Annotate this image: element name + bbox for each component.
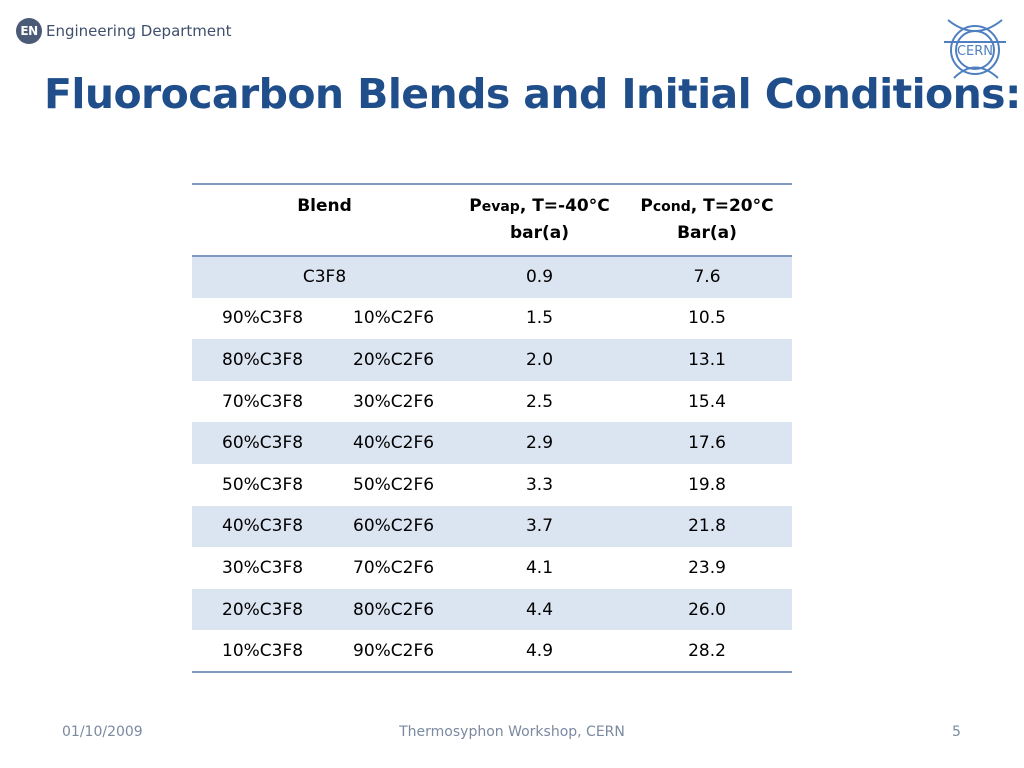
cell-pcond: 13.1: [688, 349, 726, 370]
cell-pcond: 10.5: [688, 308, 726, 329]
cell-c3f8: 20%C3F8: [222, 599, 304, 620]
cell-pevap: 4.4: [525, 599, 554, 620]
header-pcond: Pcond, T=20°C Bar(a): [640, 196, 774, 243]
header-blend: Blend: [297, 196, 352, 216]
cell-c3f8: 50%C3F8: [222, 474, 304, 495]
cern-logo: CERN: [944, 19, 1006, 79]
cell-c2f6: 90%C2F6: [353, 640, 435, 661]
table-row: C3F8 0.9 7.6: [192, 256, 792, 298]
header-pevap: Pevap, T=-40°C bar(a): [469, 196, 610, 243]
table-row: 40%C3F8 60%C2F6 3.7 21.8: [192, 505, 792, 548]
cell-pevap: 2.0: [525, 349, 554, 370]
cell-c2f6: 40%C2F6: [353, 433, 435, 454]
cell-c3f8: 40%C3F8: [222, 516, 304, 537]
table-row: 20%C3F8 80%C2F6 4.4 26.0: [192, 588, 792, 631]
footer-date: 01/10/2009: [62, 724, 143, 740]
blends-table: Blend Pevap, T=-40°C bar(a) Pcond, T=20°…: [192, 183, 792, 673]
cell-c2f6: 70%C2F6: [353, 557, 435, 578]
cell-c3f8: 90%C3F8: [222, 308, 304, 329]
cell-c3f8: 10%C3F8: [222, 640, 304, 661]
table-row: 70%C3F8 30%C2F6 2.5 15.4: [192, 381, 792, 423]
engineering-department-logo: EN Engineering Department: [16, 18, 232, 44]
cell-pevap: 2.9: [525, 433, 554, 454]
en-badge: EN: [16, 18, 42, 44]
table-row: 30%C3F8 70%C2F6 4.1 23.9: [192, 547, 792, 589]
cell-c2f6: 80%C2F6: [353, 599, 435, 620]
table-row: 60%C3F8 40%C2F6 2.9 17.6: [192, 422, 792, 464]
cell-c2f6: 50%C2F6: [353, 474, 435, 495]
cell-pcond: 23.9: [688, 557, 726, 578]
slide-title: Fluorocarbon Blends and Initial Conditio…: [44, 70, 1021, 118]
cell-pevap: 4.1: [525, 557, 554, 578]
cell-pevap: 4.9: [525, 640, 554, 661]
cell-pcond: 15.4: [688, 391, 726, 412]
cell-pcond: 19.8: [688, 474, 726, 495]
table-row: 10%C3F8 90%C2F6 4.9 28.2: [192, 630, 792, 672]
cell-c2f6: 30%C2F6: [353, 391, 435, 412]
table-row: 80%C3F8 20%C2F6 2.0 13.1: [192, 339, 792, 381]
department-name: Engineering Department: [46, 22, 232, 40]
page-number: 5: [952, 724, 961, 740]
cell-c2f6: 20%C2F6: [353, 349, 435, 370]
cell-pcond: 21.8: [688, 516, 726, 537]
cell-c3f8: 70%C3F8: [222, 391, 304, 412]
table-row: 90%C3F8 10%C2F6 1.5 10.5: [192, 298, 792, 340]
cell-c3f8: 60%C3F8: [222, 433, 304, 454]
table-header-row: Blend Pevap, T=-40°C bar(a) Pcond, T=20°…: [192, 184, 792, 256]
cell-c2f6: 10%C2F6: [353, 308, 435, 329]
cell-pevap: 3.3: [525, 474, 554, 495]
cell-pevap: 2.5: [525, 391, 554, 412]
cell-pevap: 0.9: [525, 267, 554, 288]
cell-c3f8: 80%C3F8: [222, 349, 304, 370]
footer-event: Thermosyphon Workshop, CERN: [399, 724, 625, 740]
cell-pcond: 26.0: [688, 599, 726, 620]
cern-logo-text: CERN: [957, 44, 993, 59]
cell-pevap: 1.5: [525, 308, 554, 329]
cell-pcond: 28.2: [688, 640, 726, 661]
cell-c2f6: 60%C2F6: [353, 516, 435, 537]
cell-c3f8: 30%C3F8: [222, 557, 304, 578]
cell-pcond: 17.6: [688, 433, 726, 454]
cell-pcond: 7.6: [693, 267, 721, 288]
table-row: 50%C3F8 50%C2F6 3.3 19.8: [192, 464, 792, 506]
cell-blend: C3F8: [302, 267, 347, 288]
cell-pevap: 3.7: [525, 516, 554, 537]
